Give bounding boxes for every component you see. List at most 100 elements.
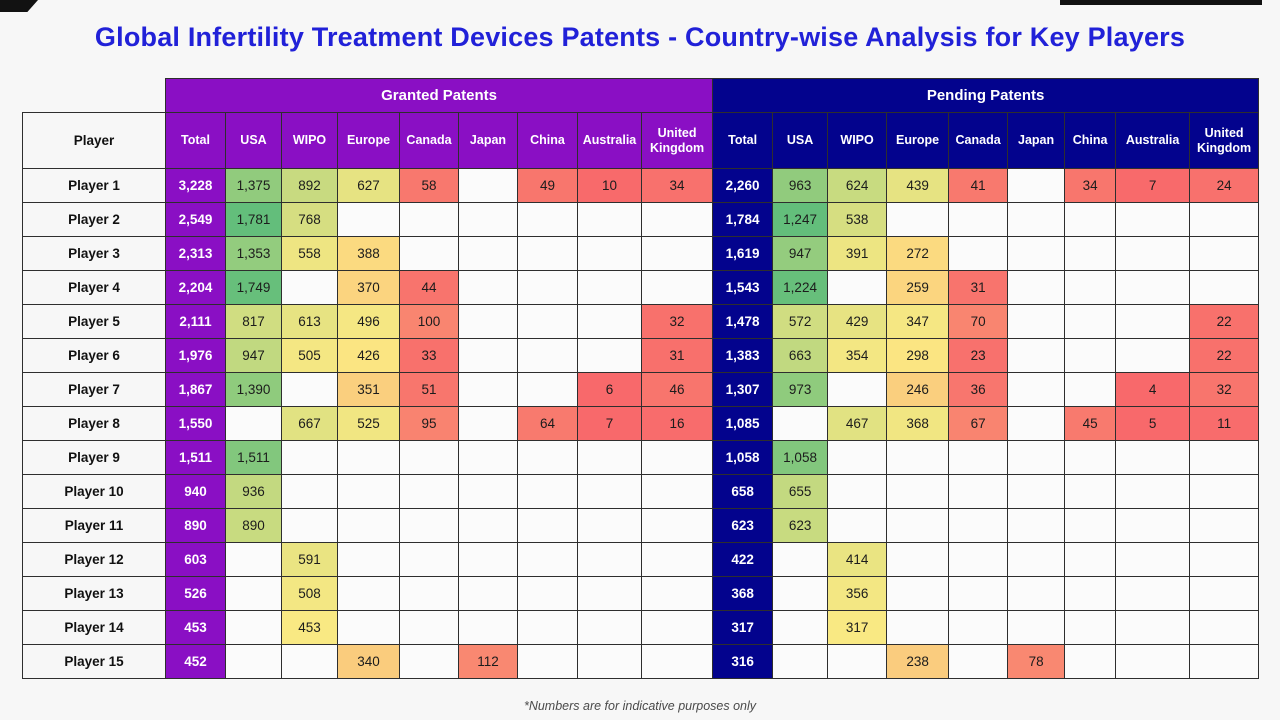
cell-pending-china (1064, 440, 1117, 475)
player-label: Player 9 (22, 440, 166, 475)
cell-granted-japan (458, 440, 518, 475)
cell-pending-united-kingdom: 22 (1189, 338, 1260, 373)
cell-pending-australia (1115, 304, 1191, 339)
cell-granted-china (517, 542, 578, 577)
cell-pending-europe: 298 (886, 338, 950, 373)
cell-granted-australia (577, 236, 642, 271)
player-column-header: Player (22, 112, 166, 169)
cell-pending-wipo: 391 (827, 236, 888, 271)
cell-pending-canada: 23 (948, 338, 1009, 373)
table-row: Player 13 526 508 368 356 (22, 576, 1260, 611)
cell-pending-usa: 973 (772, 372, 829, 407)
cell-granted-japan (458, 270, 518, 305)
player-label: Player 7 (22, 372, 166, 407)
cell-granted-usa (225, 644, 282, 679)
cell-pending-europe: 259 (886, 270, 950, 305)
cell-granted-europe (337, 474, 400, 509)
cell-pending-japan (1007, 338, 1066, 373)
cell-granted-canada (399, 202, 459, 237)
cell-granted-europe: 496 (337, 304, 400, 339)
cell-pending-japan (1007, 508, 1066, 543)
player-label: Player 5 (22, 304, 166, 339)
corner-blank-cell (23, 79, 166, 113)
cell-granted-china (517, 508, 578, 543)
cell-pending-australia (1115, 202, 1191, 237)
cell-pending-japan (1007, 236, 1066, 271)
cell-granted-wipo: 558 (281, 236, 338, 271)
cell-pending-united-kingdom (1189, 576, 1260, 611)
footnote: *Numbers are for indicative purposes onl… (523, 699, 757, 713)
granted-total-column-header: Total (165, 112, 226, 169)
cell-granted-china (517, 372, 578, 407)
cell-granted-wipo: 505 (281, 338, 338, 373)
cell-pending-japan: 78 (1007, 644, 1066, 679)
cell-pending-united-kingdom (1189, 270, 1260, 305)
cell-granted-united-kingdom: 34 (640, 168, 714, 203)
cell-granted-australia (577, 270, 642, 305)
cell-pending-total: 368 (712, 576, 774, 611)
cell-granted-australia (577, 610, 642, 645)
granted-patents-header: Granted Patents (164, 78, 714, 113)
cell-granted-wipo (281, 508, 338, 543)
cell-granted-wipo: 613 (281, 304, 338, 339)
cell-pending-japan (1007, 372, 1066, 407)
cell-pending-china (1064, 202, 1117, 237)
cell-granted-total: 890 (165, 508, 226, 543)
cell-granted-japan (458, 610, 518, 645)
cell-pending-canada (948, 542, 1009, 577)
pending-australia-column-header: Australia (1115, 112, 1191, 169)
cell-granted-europe: 388 (337, 236, 400, 271)
cell-granted-europe (337, 576, 400, 611)
cell-granted-wipo (281, 440, 338, 475)
cell-pending-wipo: 354 (827, 338, 888, 373)
cell-pending-europe: 272 (886, 236, 950, 271)
granted-japan-column-header: Japan (458, 112, 518, 169)
cell-pending-china (1064, 542, 1117, 577)
cell-pending-china (1064, 236, 1117, 271)
player-label: Player 8 (22, 406, 166, 441)
cell-granted-united-kingdom (640, 508, 714, 543)
cell-granted-usa: 936 (225, 474, 282, 509)
cell-granted-japan (458, 338, 518, 373)
cell-granted-total: 603 (165, 542, 226, 577)
cell-pending-europe: 439 (886, 168, 950, 203)
cell-granted-europe: 525 (337, 406, 400, 441)
cell-pending-china (1064, 508, 1117, 543)
cell-pending-usa: 963 (772, 168, 829, 203)
cell-pending-usa (772, 542, 829, 577)
group-header-row: Granted Patents Pending Patents (23, 78, 1260, 113)
cell-pending-china (1064, 304, 1117, 339)
cell-granted-total: 940 (165, 474, 226, 509)
cell-granted-usa: 1,511 (225, 440, 282, 475)
cell-pending-united-kingdom (1189, 644, 1260, 679)
player-label: Player 1 (22, 168, 166, 203)
table-row: Player 14 453 453 317 317 (22, 610, 1260, 645)
pending-wipo-column-header: WIPO (827, 112, 888, 169)
cell-pending-china (1064, 644, 1117, 679)
cell-granted-total: 3,228 (165, 168, 226, 203)
granted-china-column-header: China (517, 112, 578, 169)
cell-granted-china (517, 304, 578, 339)
cell-pending-europe (886, 508, 950, 543)
cell-pending-canada (948, 508, 1009, 543)
pending-united-kingdom-column-header: United Kingdom (1189, 112, 1260, 169)
cell-pending-usa: 655 (772, 474, 829, 509)
cell-granted-total: 1,550 (165, 406, 226, 441)
cell-granted-canada (399, 542, 459, 577)
cell-pending-wipo: 414 (827, 542, 888, 577)
cell-pending-europe: 347 (886, 304, 950, 339)
pending-europe-column-header: Europe (886, 112, 950, 169)
cell-pending-total: 658 (712, 474, 774, 509)
player-label: Player 4 (22, 270, 166, 305)
cell-pending-wipo (827, 372, 888, 407)
pending-china-column-header: China (1064, 112, 1117, 169)
player-label: Player 15 (22, 644, 166, 679)
cell-granted-total: 1,976 (165, 338, 226, 373)
cell-pending-europe (886, 610, 950, 645)
cell-pending-canada: 70 (948, 304, 1009, 339)
cell-granted-europe: 340 (337, 644, 400, 679)
cell-granted-united-kingdom (640, 270, 714, 305)
top-edge-mark (1060, 0, 1262, 5)
cell-granted-japan: 112 (458, 644, 518, 679)
